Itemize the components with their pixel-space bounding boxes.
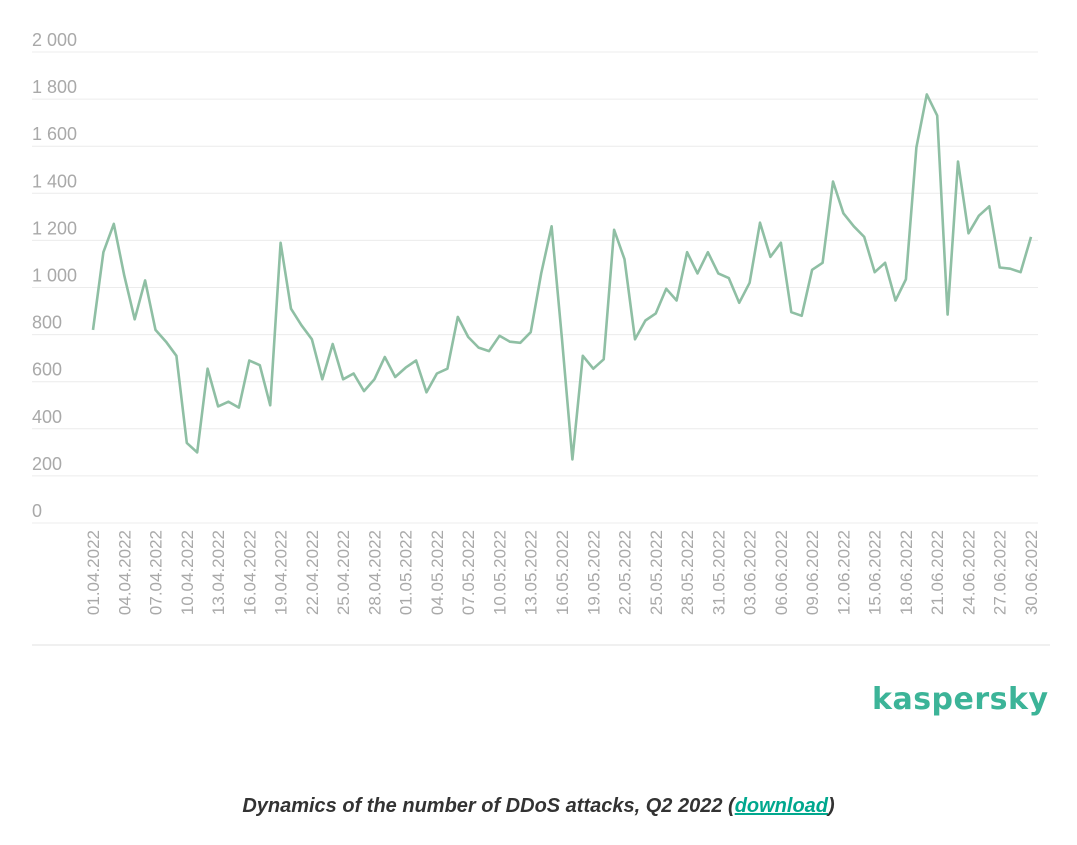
x-tick-label: 13.05.2022: [522, 530, 541, 615]
x-tick-label: 28.04.2022: [365, 530, 384, 615]
x-tick-label: 10.04.2022: [178, 530, 197, 615]
x-tick-label: 07.04.2022: [147, 530, 166, 615]
y-tick-label: 1 600: [32, 124, 77, 144]
y-tick-label: 800: [32, 313, 62, 333]
x-tick-label: 21.06.2022: [928, 530, 947, 615]
x-tick-label: 16.05.2022: [553, 530, 572, 615]
y-axis-ticks: 0 200 400 600 800 1 000 1 200 1 400 1 600 1 800 2 …: [32, 30, 77, 521]
x-tick-label: 01.04.2022: [84, 530, 103, 615]
figure-caption: Dynamics of the number of DDoS attacks, …: [0, 795, 1077, 818]
x-tick-label: 25.04.2022: [334, 530, 353, 615]
x-tick-label: 06.06.2022: [772, 530, 791, 615]
kaspersky-logo: kaspersky: [872, 682, 1049, 717]
x-tick-label: 30.06.2022: [1022, 530, 1041, 615]
x-tick-label: 10.05.2022: [490, 530, 509, 615]
y-tick-label: 2 000: [32, 30, 77, 50]
x-tick-label: 13.04.2022: [209, 530, 228, 615]
x-tick-label: 12.06.2022: [834, 530, 853, 615]
x-tick-label: 24.06.2022: [959, 530, 978, 615]
download-link[interactable]: download: [734, 795, 829, 817]
x-tick-label: 31.05.2022: [709, 530, 728, 615]
caption-close: ): [828, 795, 835, 817]
x-tick-label: 22.04.2022: [303, 530, 322, 615]
x-tick-label: 04.05.2022: [428, 530, 447, 615]
x-tick-label: 28.05.2022: [678, 530, 697, 615]
x-tick-label: 16.04.2022: [240, 530, 259, 615]
y-tick-label: 1 400: [32, 171, 77, 191]
x-tick-label: 18.06.2022: [897, 530, 916, 615]
x-tick-label: 03.06.2022: [741, 530, 760, 615]
caption-text: Dynamics of the number of DDoS attacks, …: [242, 795, 735, 817]
y-tick-label: 600: [32, 360, 62, 380]
x-tick-label: 19.04.2022: [272, 530, 291, 615]
x-tick-label: 15.06.2022: [866, 530, 885, 615]
x-tick-label: 22.05.2022: [616, 530, 635, 615]
x-tick-label: 07.05.2022: [459, 530, 478, 615]
y-tick-label: 1 800: [32, 77, 77, 97]
x-tick-label: 01.05.2022: [397, 530, 416, 615]
chart-grid: [32, 51, 1038, 524]
y-tick-label: 400: [32, 407, 62, 427]
y-tick-label: 1 000: [32, 266, 77, 286]
x-tick-label: 04.04.2022: [115, 530, 134, 615]
y-tick-label: 1 200: [32, 218, 77, 238]
x-tick-label: 27.06.2022: [991, 530, 1010, 615]
series-line: [91, 93, 1033, 461]
y-tick-label: 0: [32, 501, 42, 521]
x-tick-label: 25.05.2022: [647, 530, 666, 615]
x-tick-label: 09.06.2022: [803, 530, 822, 615]
x-tick-label: 19.05.2022: [584, 530, 603, 615]
x-axis-ticks: 01.04.2022 04.04.2022 07.04.2022 10.04.2022…: [84, 530, 1041, 615]
ddos-line-chart: 0 200 400 600 800 1 000 1 200 1 400 1 600 1 800 2 …: [32, 30, 1050, 646]
y-tick-label: 200: [32, 454, 62, 474]
